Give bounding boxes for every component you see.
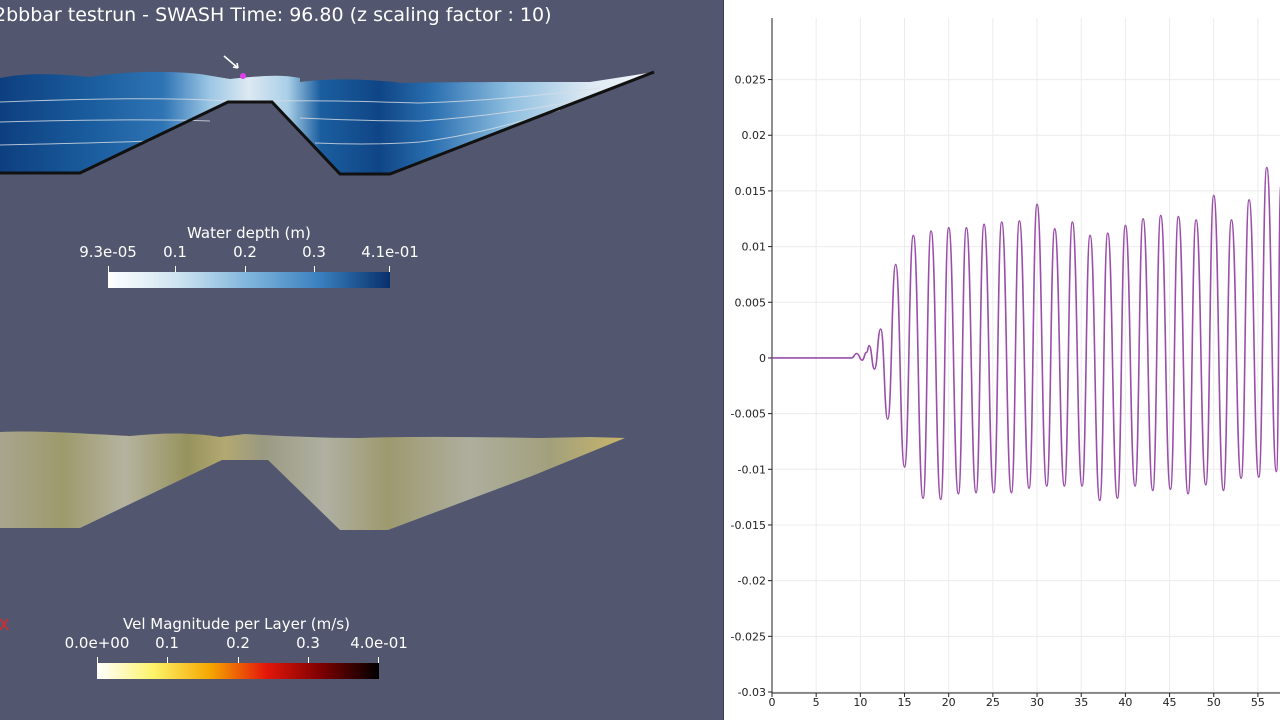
y-tick-label: 0.015 (735, 185, 767, 198)
velocity-tick: 0.3 (296, 634, 320, 652)
x-tick-label: 40 (1118, 696, 1132, 709)
x-tick-label: 35 (1074, 696, 1088, 709)
water-depth-tickmark (314, 266, 315, 272)
orientation-axes-glyph: X (0, 616, 9, 634)
water-depth-tick: 4.1e-01 (361, 243, 419, 261)
y-tick-label: 0 (759, 352, 766, 365)
x-tick-label: 5 (813, 696, 820, 709)
y-tick-label: -0.02 (738, 575, 766, 588)
velocity-tickmark (167, 657, 168, 663)
x-tick-label: 55 (1251, 696, 1265, 709)
series-line (772, 166, 1280, 502)
x-tick-label: 10 (853, 696, 867, 709)
y-tick-label: -0.01 (738, 463, 766, 476)
x-tick-label: 50 (1207, 696, 1221, 709)
y-tick-label: 0.005 (735, 296, 767, 309)
render-view[interactable]: 2bbbar testrun - SWASH Time: 96.80 (z sc… (0, 0, 723, 720)
view-divider[interactable] (723, 0, 724, 720)
y-tick-label: -0.03 (738, 686, 766, 699)
x-tick-label: 30 (1030, 696, 1044, 709)
pointer-arrow-icon (223, 55, 239, 69)
x-tick-label: 0 (769, 696, 776, 709)
velocity-colorbar (97, 663, 379, 679)
water-depth-tickmark (175, 266, 176, 272)
line-chart: 0.025 0.02 0.015 0.01 0.005 0 -0.005 -0.01 -0.01… (731, 18, 1280, 709)
x-tick-label: 20 (942, 696, 956, 709)
x-tick-label: 15 (898, 696, 912, 709)
y-tick-label: 0.01 (742, 241, 767, 254)
y-tick-label: -0.015 (731, 519, 766, 532)
line-chart-view[interactable]: 0.025 0.02 0.015 0.01 0.005 0 -0.005 -0.01 -0.01… (724, 0, 1280, 720)
bottom-profile (0, 70, 655, 176)
water-depth-colorbar (108, 272, 390, 288)
velocity-tick: 0.0e+00 (64, 634, 130, 652)
water-depth-surface (0, 71, 654, 174)
velocity-tickmark (97, 657, 98, 663)
x-tick-label: 45 (1163, 696, 1177, 709)
velocity-tickmark (238, 657, 239, 663)
probe-point-marker[interactable] (240, 73, 246, 79)
y-tick-label: 0.025 (735, 74, 767, 87)
water-depth-tick: 0.3 (302, 243, 326, 261)
water-depth-tickmark (389, 266, 390, 272)
water-depth-tick: 9.3e-05 (79, 243, 137, 261)
velocity-colorbar-title: Vel Magnitude per Layer (m/s) (123, 615, 350, 633)
orientation-axis-x-label: X (0, 616, 10, 634)
y-tick-label: -0.025 (731, 630, 766, 643)
velocity-tickmark (308, 657, 309, 663)
water-depth-tick: 0.2 (233, 243, 257, 261)
velocity-tick: 0.2 (226, 634, 250, 652)
velocity-tick: 0.1 (155, 634, 179, 652)
x-tick-label: 25 (986, 696, 1000, 709)
y-tick-label: -0.005 (731, 408, 766, 421)
layer-lines (0, 87, 601, 146)
velocity-tick: 4.0e-01 (350, 634, 408, 652)
water-depth-tick: 0.1 (163, 243, 187, 261)
velocity-surface (0, 431, 625, 530)
water-depth-tickmark (245, 266, 246, 272)
velocity-tickmark (378, 657, 379, 663)
y-tick-label: 0.02 (742, 129, 767, 142)
render-title: 2bbbar testrun - SWASH Time: 96.80 (z sc… (0, 4, 552, 26)
water-depth-colorbar-title: Water depth (m) (187, 224, 311, 242)
scene-canvas (0, 55, 655, 530)
water-depth-tickmark (108, 266, 109, 272)
